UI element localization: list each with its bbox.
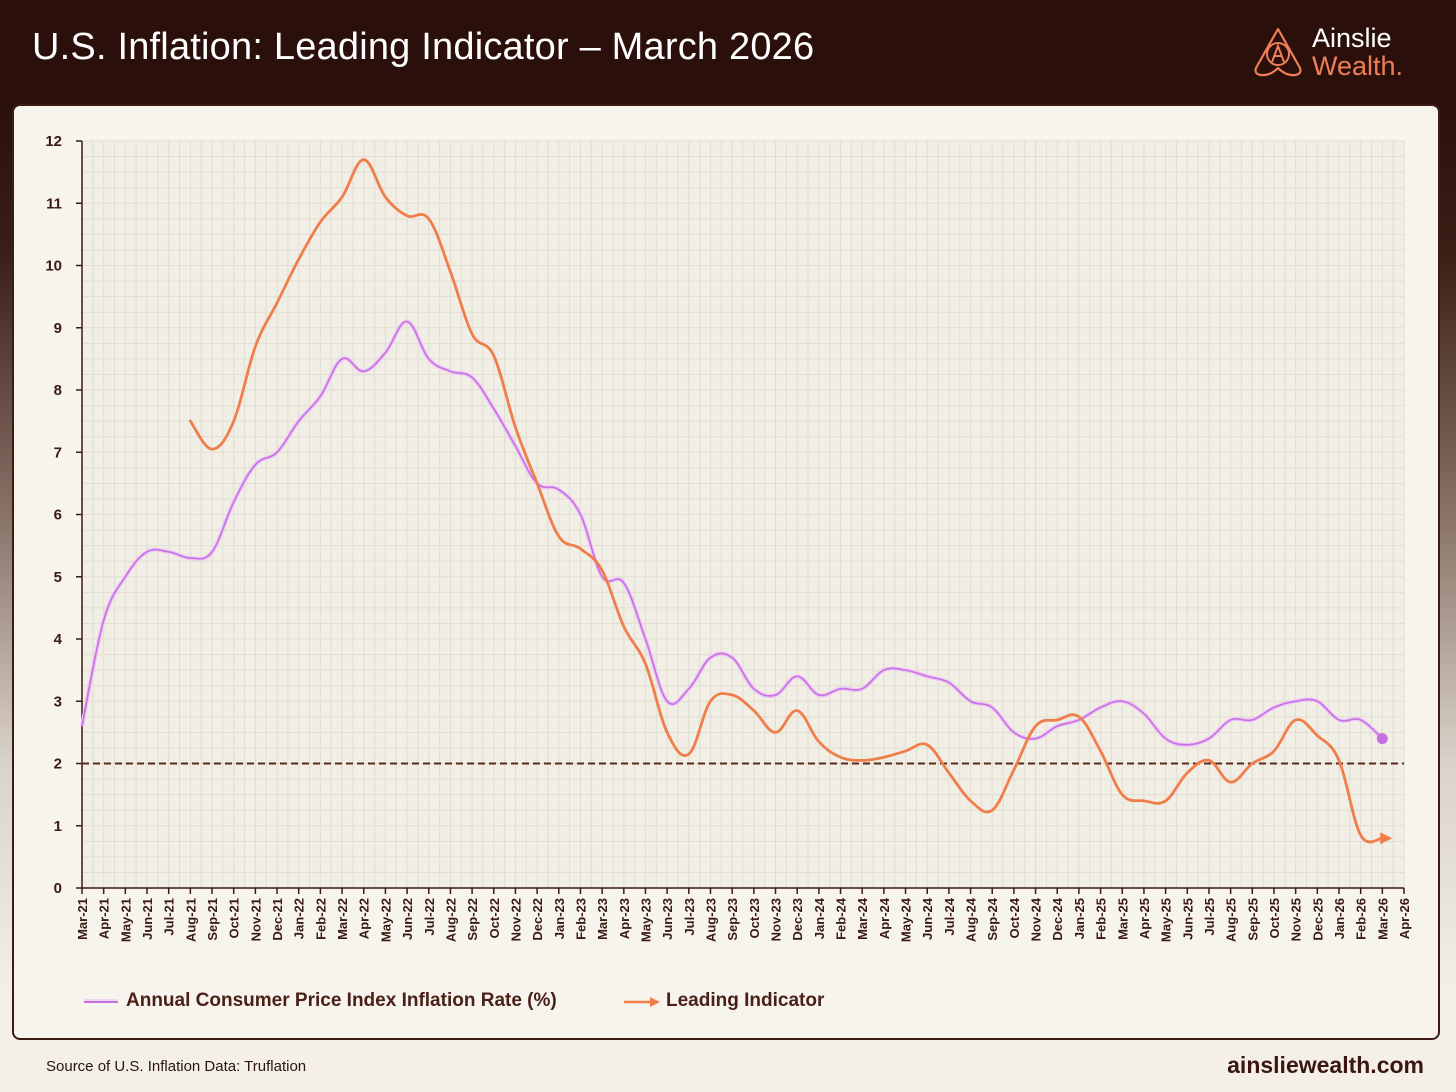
x-tick-label: Nov-21 bbox=[248, 898, 263, 941]
x-tick-label: Jan-23 bbox=[552, 898, 567, 939]
x-tick-label: Aug-24 bbox=[964, 897, 979, 942]
x-tick-label: Oct-23 bbox=[747, 898, 762, 938]
x-tick-label: Oct-24 bbox=[1007, 897, 1022, 938]
y-tick-label: 8 bbox=[54, 382, 62, 399]
x-tick-label: May-22 bbox=[378, 898, 393, 942]
x-tick-label: Sep-25 bbox=[1245, 898, 1260, 941]
x-tick-label: Feb-23 bbox=[573, 898, 588, 940]
x-tick-label: Dec-25 bbox=[1310, 898, 1325, 941]
x-tick-label: Dec-24 bbox=[1050, 897, 1065, 940]
y-tick-label: 3 bbox=[54, 693, 62, 710]
x-tick-label: Mar-22 bbox=[335, 898, 350, 940]
x-tick-label: Jun-25 bbox=[1180, 898, 1195, 940]
x-tick-label: Nov-25 bbox=[1289, 898, 1304, 941]
x-tick-label: Dec-22 bbox=[530, 898, 545, 941]
x-tick-label: Mar-26 bbox=[1375, 898, 1390, 940]
y-tick-label: 10 bbox=[45, 258, 62, 275]
x-tick-label: May-23 bbox=[638, 898, 653, 942]
x-tick-label: Feb-26 bbox=[1354, 898, 1369, 940]
x-tick-label: Jul-21 bbox=[162, 898, 177, 936]
website-link[interactable]: ainsliewealth.com bbox=[1227, 1052, 1424, 1078]
x-tick-label: Jul-22 bbox=[422, 898, 437, 936]
y-tick-label: 4 bbox=[54, 631, 63, 648]
x-tick-label: Dec-23 bbox=[790, 898, 805, 941]
x-tick-label: Jul-24 bbox=[942, 897, 957, 935]
x-tick-label: Dec-21 bbox=[270, 898, 285, 941]
x-tick-label: Jun-21 bbox=[140, 898, 155, 940]
y-tick-label: 1 bbox=[54, 818, 62, 835]
x-tick-label: Mar-24 bbox=[855, 897, 870, 940]
x-tick-label: Nov-23 bbox=[769, 898, 784, 941]
x-tick-label: Aug-22 bbox=[443, 898, 458, 942]
x-tick-label: Nov-24 bbox=[1029, 897, 1044, 941]
y-tick-label: 11 bbox=[46, 195, 62, 212]
x-tick-label: Jan-24 bbox=[812, 897, 827, 939]
x-tick-label: Aug-25 bbox=[1224, 898, 1239, 942]
cpi-end-marker bbox=[1376, 733, 1388, 745]
x-tick-label: Feb-22 bbox=[313, 898, 328, 940]
ainslie-logo-icon bbox=[1254, 27, 1302, 77]
x-tick-label: Oct-22 bbox=[487, 898, 502, 938]
x-tick-label: Mar-21 bbox=[75, 898, 90, 940]
y-tick-label: 9 bbox=[54, 320, 62, 337]
x-tick-label: Sep-24 bbox=[985, 897, 1000, 940]
x-tick-label: Apr-24 bbox=[877, 897, 892, 939]
x-tick-label: Feb-25 bbox=[1094, 898, 1109, 940]
y-tick-label: 2 bbox=[54, 756, 62, 773]
x-tick-label: Apr-25 bbox=[1137, 898, 1152, 939]
y-tick-label: 12 bbox=[45, 133, 62, 150]
x-tick-label: Apr-22 bbox=[357, 898, 372, 939]
y-tick-label: 6 bbox=[54, 507, 62, 524]
source-note: Source of U.S. Inflation Data: Truflatio… bbox=[46, 1058, 307, 1075]
x-tick-label: May-25 bbox=[1159, 898, 1174, 942]
x-tick-label: Mar-23 bbox=[595, 898, 610, 940]
x-tick-label: Jul-23 bbox=[682, 898, 697, 936]
brand-subtitle: Wealth. bbox=[1312, 51, 1404, 81]
x-tick-label: Jan-26 bbox=[1332, 898, 1347, 939]
brand-name: Ainslie bbox=[1312, 23, 1392, 53]
x-tick-label: Jan-22 bbox=[292, 898, 307, 939]
header-bar: U.S. Inflation: Leading Indicator – Marc… bbox=[0, 0, 1456, 104]
series-line-cpi bbox=[81, 320, 1383, 746]
x-tick-label: Jul-25 bbox=[1202, 898, 1217, 936]
x-tick-label: Sep-23 bbox=[725, 898, 740, 941]
x-tick-label: Sep-22 bbox=[465, 898, 480, 941]
y-tick-label: 5 bbox=[54, 569, 62, 586]
series-line-leading bbox=[188, 158, 1384, 844]
x-tick-label: Oct-21 bbox=[227, 898, 242, 938]
x-tick-label: Feb-24 bbox=[834, 897, 849, 940]
x-tick-label: Jan-25 bbox=[1072, 898, 1087, 939]
x-tick-label: May-21 bbox=[118, 898, 133, 942]
legend-swatch-cpi bbox=[84, 999, 118, 1003]
x-tick-label: Oct-25 bbox=[1267, 898, 1282, 938]
x-tick-label: Apr-23 bbox=[617, 898, 632, 939]
brand-logo: Ainslie Wealth. bbox=[1250, 22, 1430, 84]
legend-swatch-leading bbox=[624, 997, 660, 1007]
chart-grid bbox=[81, 140, 1405, 889]
x-tick-label: Nov-22 bbox=[508, 898, 523, 941]
legend-label-leading: Leading Indicator bbox=[666, 990, 825, 1011]
x-tick-label: May-24 bbox=[899, 897, 914, 942]
x-tick-label: Aug-21 bbox=[183, 898, 198, 942]
x-tick-label: Apr-26 bbox=[1397, 898, 1412, 939]
x-tick-label: Jun-24 bbox=[920, 897, 935, 940]
x-tick-label: Aug-23 bbox=[703, 898, 718, 942]
y-tick-label: 0 bbox=[54, 880, 62, 897]
y-tick-label: 7 bbox=[54, 444, 62, 461]
x-tick-label: Sep-21 bbox=[205, 898, 220, 941]
chart-series bbox=[80, 158, 1404, 845]
x-tick-label: Jun-23 bbox=[660, 898, 675, 940]
x-tick-label: Mar-25 bbox=[1115, 898, 1130, 940]
leading-end-arrow bbox=[1380, 832, 1393, 845]
legend-label-cpi: Annual Consumer Price Index Inflation Ra… bbox=[126, 990, 557, 1011]
x-tick-label: Jun-22 bbox=[400, 898, 415, 940]
x-tick-label: Apr-21 bbox=[97, 898, 112, 939]
page-title: U.S. Inflation: Leading Indicator – Marc… bbox=[32, 26, 815, 68]
